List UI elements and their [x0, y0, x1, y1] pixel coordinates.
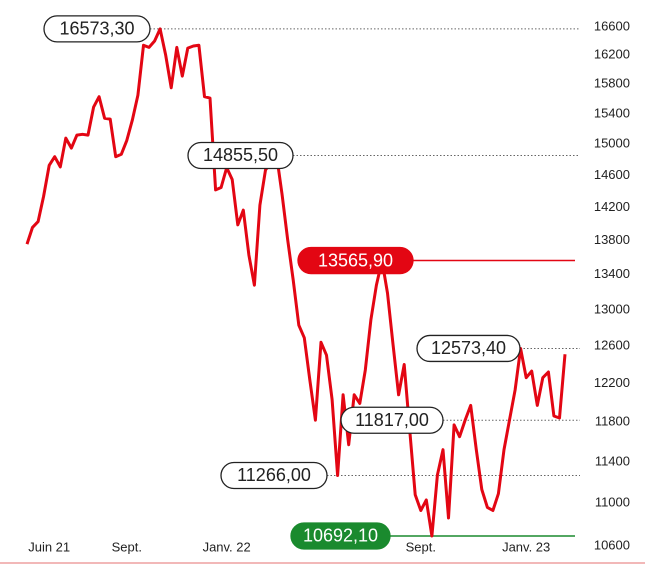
- annotation-box: [43, 15, 151, 43]
- y-tick-label: 13800: [594, 232, 630, 247]
- annotation-box: [220, 461, 328, 490]
- y-tick-label: 14200: [594, 199, 630, 214]
- y-tick-label: 13000: [594, 301, 630, 316]
- price-line: [25, 27, 567, 538]
- y-tick-label: 13400: [594, 266, 630, 281]
- y-tick-label: 14600: [594, 167, 630, 182]
- y-tick-label: 12200: [594, 375, 630, 390]
- y-tick-label: 12600: [594, 337, 630, 352]
- annotation-label: 12573,40: [431, 338, 506, 358]
- annotation-label: 11817,00: [355, 410, 429, 430]
- annotation-box: [290, 522, 391, 550]
- y-tick-label: 16600: [594, 18, 630, 33]
- y-tick-label: 15000: [594, 136, 630, 151]
- x-tick-label: Sept.: [112, 539, 142, 554]
- annotation-box: [297, 246, 414, 275]
- y-tick-label: 16200: [594, 47, 630, 62]
- annotation-box: [187, 141, 294, 170]
- annotation-label: 14855,50: [203, 145, 278, 165]
- annotation-label: 11266,00: [237, 465, 311, 485]
- annotation-label: 16573,30: [59, 19, 134, 39]
- x-tick-label: Juin 21: [28, 539, 70, 554]
- y-tick-label: 15400: [594, 105, 630, 120]
- annotation-box: [340, 406, 444, 434]
- x-tick-label: Sept.: [406, 539, 436, 554]
- y-tick-label: 11400: [595, 453, 630, 468]
- x-tick-label: Janv. 22: [203, 539, 251, 554]
- y-tick-label: 10600: [594, 537, 630, 552]
- annotation-label: 10692,10: [303, 526, 378, 546]
- x-tick-label: Janv. 23: [502, 539, 550, 554]
- annotation-box: [416, 334, 521, 363]
- y-tick-label: 11800: [595, 413, 630, 428]
- y-tick-label: 11000: [595, 495, 630, 510]
- annotation-label: 13565,90: [318, 250, 393, 270]
- y-tick-label: 15800: [594, 76, 630, 91]
